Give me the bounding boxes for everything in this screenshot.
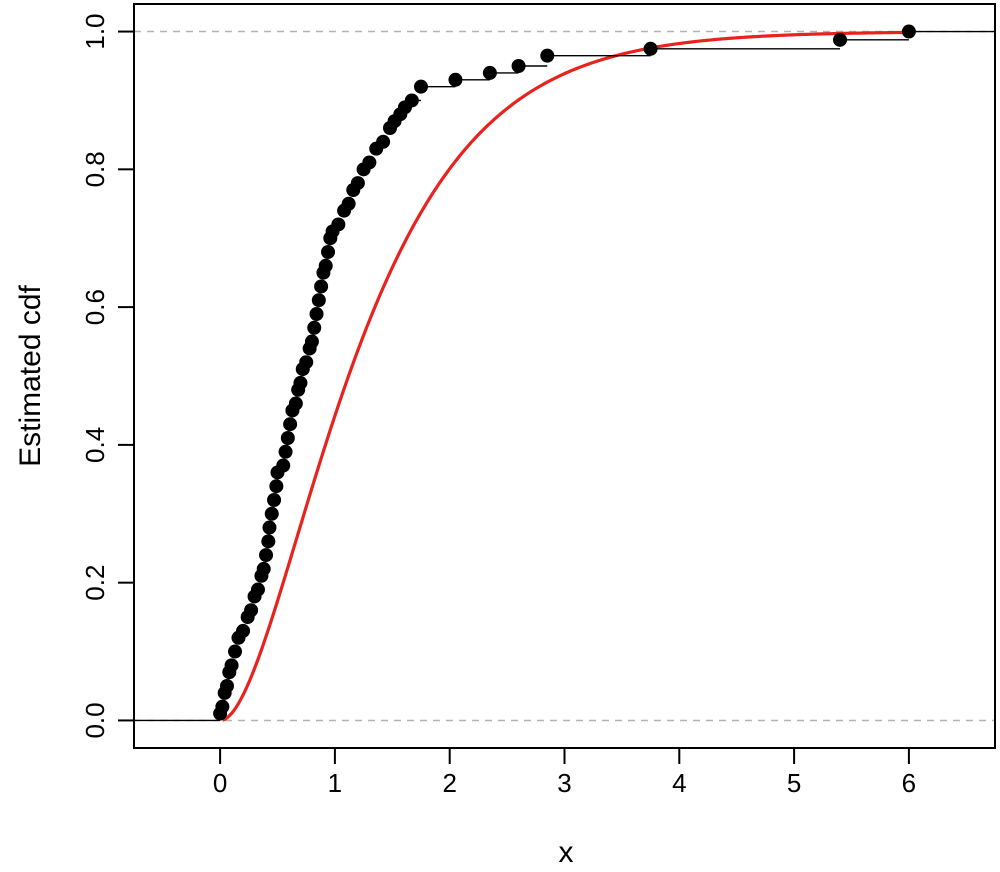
ecdf-point (414, 79, 428, 94)
ecdf-point (362, 155, 377, 170)
reference-lines (134, 30, 995, 722)
ecdf-point (288, 396, 303, 411)
y-tick-label: 0.8 (80, 151, 110, 187)
ecdf-point (311, 293, 326, 308)
ecdf-point (341, 196, 356, 211)
ecdf-point (643, 41, 658, 56)
ecdf-point (267, 493, 282, 507)
ecdf-point (280, 431, 295, 445)
ecdf-point (215, 699, 230, 714)
x-axis-title: x (559, 836, 574, 869)
ecdf-point (293, 375, 308, 390)
ecdf-step-layer (134, 30, 995, 722)
fitted-cdf-layer (221, 30, 909, 722)
ecdf-point (256, 561, 271, 576)
x-tick-label: 1 (328, 768, 342, 798)
ecdf-point (259, 548, 274, 563)
x-tick-label: 4 (672, 768, 686, 798)
x-tick-label: 5 (787, 768, 801, 798)
ecdf-point (314, 279, 329, 294)
ecdf-point (307, 320, 322, 335)
fitted-cdf-curve (221, 30, 909, 722)
x-tick-label: 0 (213, 768, 227, 798)
y-tick-label: 1.0 (80, 13, 110, 49)
ecdf-point (299, 355, 314, 370)
ecdf-point (264, 506, 279, 521)
ecdf-point (511, 59, 526, 73)
x-axis: 0 1 2 3 4 5 6 (213, 747, 916, 798)
ecdf-point (321, 245, 336, 259)
ecdf-point (350, 176, 365, 191)
ecdf-point (283, 417, 298, 432)
x-tick-label: 6 (902, 768, 916, 798)
ecdf-point (224, 658, 239, 673)
y-axis-title: Estimated cdf (14, 284, 47, 466)
ecdf-points-layer (213, 24, 916, 721)
ecdf-point (540, 48, 555, 63)
ecdf-point (833, 32, 848, 47)
ecdf-point (304, 334, 319, 349)
ecdf-point (219, 679, 234, 693)
ecdf-point (262, 520, 277, 535)
ecdf-point (448, 72, 463, 87)
y-tick-label: 0.6 (80, 289, 110, 325)
ecdf-point (244, 603, 259, 618)
ecdf-point (250, 582, 265, 597)
ecdf-point (331, 217, 346, 232)
y-axis: 0.0 0.2 0.4 0.6 0.8 1.0 (80, 13, 135, 739)
ecdf-point (261, 534, 276, 549)
y-tick-label: 0.2 (80, 565, 110, 601)
ecdf-point (318, 258, 333, 273)
plot-frame (133, 3, 996, 749)
ecdf-point (228, 644, 243, 659)
ecdf-point (236, 623, 251, 638)
x-tick-label: 3 (557, 768, 571, 798)
ecdf-point (278, 444, 293, 459)
y-tick-label: 0.4 (80, 427, 110, 463)
x-tick-label: 2 (442, 768, 456, 798)
ecdf-point (482, 65, 497, 80)
ecdf-point (276, 458, 291, 473)
ecdf-point (901, 24, 916, 39)
ecdf-point (309, 307, 324, 321)
ecdf-point (376, 134, 391, 149)
ecdf-point (269, 479, 284, 494)
y-tick-label: 0.0 (80, 702, 110, 738)
ecdf-point (404, 93, 419, 108)
